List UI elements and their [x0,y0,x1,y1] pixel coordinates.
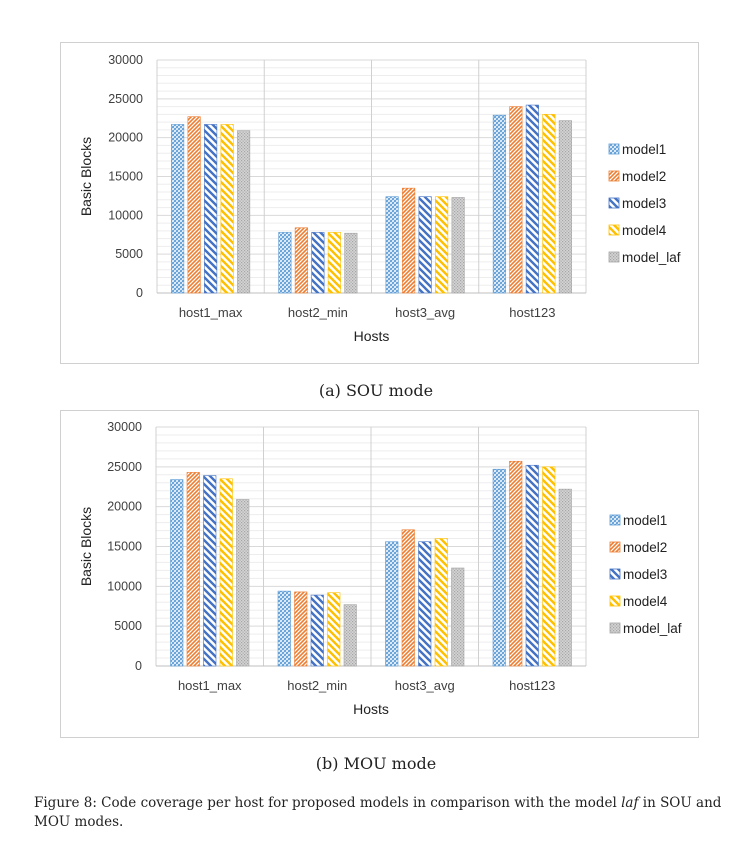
bar-model3-host3_avg [418,541,432,667]
x-tick-label: host2_min [287,678,347,693]
figure-caption: Figure 8: Code coverage per host for pro… [34,794,724,832]
bar-model_laf-host3_avg [451,197,465,294]
y-tick-label: 10000 [108,208,143,222]
bar-model2-host1_max [187,116,201,294]
x-tick-label: host2_min [288,305,348,320]
bar-model2-host3_avg [401,529,415,667]
legend-label-model_laf: model_laf [623,621,682,636]
bar-model4-host3_avg [434,538,448,667]
legend-swatch-model1 [609,514,621,526]
x-tick-label: host123 [509,305,555,320]
bar-model_laf-host123 [558,120,572,294]
bar-model_laf-host1_max [237,130,251,294]
legend-label-model4: model4 [622,223,667,238]
bar-model3-host1_max [204,124,218,294]
y-tick-label: 10000 [107,579,142,593]
bar-model4-host2_min [327,232,341,294]
legend-label-model2: model2 [622,169,666,184]
y-tick-label: 0 [136,286,143,300]
figure-caption-prefix: Figure 8: Code coverage per host for pro… [34,795,622,811]
bar-model_laf-host2_min [344,232,358,294]
legend-swatch-model3 [608,197,620,209]
bar-model2-host2_min [294,591,308,667]
bar-model_laf-host123 [558,488,572,667]
bar-model3-host123 [525,464,539,667]
legend-swatch-model2 [608,170,620,182]
bar-model1-host2_min [277,590,291,667]
bar-model3-host2_min [311,232,325,294]
bar-model2-host123 [509,106,523,294]
legend-swatch-model3 [609,568,621,580]
legend-swatch-model1 [608,143,620,155]
y-tick-label: 30000 [108,53,143,67]
bar-model1-host1_max [171,124,185,294]
legend-label-model3: model3 [623,567,667,582]
legend-label-model1: model1 [622,142,666,157]
x-axis-title: Hosts [354,328,390,344]
y-axis-title: Basic Blocks [78,507,94,586]
caption-mou: (b) MOU mode [315,754,437,773]
bar-model4-host123 [542,466,556,667]
y-tick-label: 5000 [114,619,142,633]
legend-swatch-model4 [608,224,620,236]
bar-model1-host123 [492,114,506,294]
bar-model2-host123 [509,460,523,667]
legend-swatch-model2 [609,541,621,553]
legend-label-model4: model4 [623,594,668,609]
bar-model3-host3_avg [418,196,432,294]
legend-swatch-model_laf [609,622,621,634]
bar-model_laf-host3_avg [451,567,465,667]
bar-model_laf-host2_min [343,604,357,667]
bar-model1-host2_min [278,232,292,294]
y-tick-label: 15000 [108,170,143,184]
legend-label-model1: model1 [623,513,667,528]
x-tick-label: host123 [509,678,555,693]
chart-mou: 0 5000 10000 15000 20000 25000 30000 host1_max h… [78,420,682,717]
bar-model3-host1_max [203,475,217,667]
figure-caption-suffix: in SOU and MOU modes. [34,795,722,830]
legend-label-model2: model2 [623,540,667,555]
bar-model4-host3_avg [435,196,449,294]
bar-model1-host1_max [170,479,184,667]
x-axis-title: Hosts [353,701,389,717]
y-tick-label: 25000 [107,460,142,474]
x-tick-label: host3_avg [395,305,455,320]
bar-model_laf-host1_max [236,499,250,667]
y-tick-label: 0 [135,659,142,673]
chart-sou: 0 5000 10000 15000 20000 25000 30000 host1_max h… [78,53,681,344]
figure-caption-emphasis: laf [621,795,639,811]
y-tick-label: 25000 [108,92,143,106]
caption-sou: (a) SOU mode [318,381,434,400]
legend-swatch-model_laf [608,251,620,263]
x-tick-label: host1_max [178,678,242,693]
bar-model4-host2_min [327,592,341,667]
chart-panel-sou: 0 5000 10000 15000 20000 25000 30000 host1_max h… [60,42,699,364]
y-tick-label: 15000 [107,540,142,554]
y-axis-title: Basic Blocks [78,137,94,216]
bar-model1-host3_avg [385,541,399,667]
legend-label-model3: model3 [622,196,666,211]
bar-model3-host123 [525,104,539,294]
y-tick-label: 5000 [115,247,143,261]
bar-model2-host3_avg [402,187,416,294]
bar-model4-host1_max [219,478,233,667]
y-tick-label: 20000 [108,131,143,145]
bar-model3-host2_min [310,594,324,667]
bar-model1-host3_avg [385,196,399,294]
bar-model4-host123 [542,114,556,294]
x-tick-label: host3_avg [395,678,455,693]
y-tick-label: 20000 [107,500,142,514]
legend-swatch-model4 [609,595,621,607]
x-tick-label: host1_max [179,305,243,320]
bar-model2-host2_min [294,227,308,294]
bar-model4-host1_max [220,124,234,294]
chart-panel-mou: 0 5000 10000 15000 20000 25000 30000 host1_max h… [60,410,699,738]
bar-model2-host1_max [186,472,200,667]
y-tick-label: 30000 [107,420,142,434]
legend-label-model_laf: model_laf [622,250,681,265]
bar-model1-host123 [492,468,506,667]
